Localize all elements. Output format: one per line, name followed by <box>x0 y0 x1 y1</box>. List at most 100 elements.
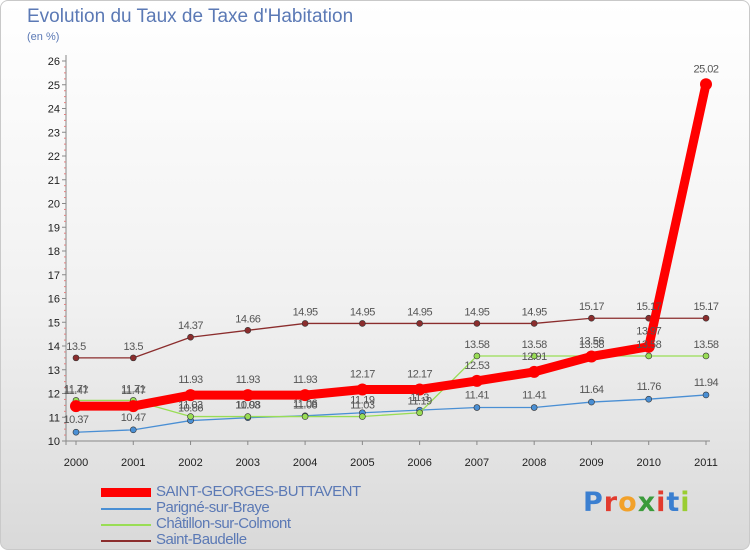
data-point <box>645 352 653 360</box>
data-point <box>530 320 538 327</box>
logo-letter: o <box>618 487 638 518</box>
legend-swatch <box>101 488 151 497</box>
y-tick-label: 11 <box>49 412 60 424</box>
data-point <box>585 350 598 363</box>
chart-title: Evolution du Taux de Taxe d'Habitation <box>27 6 354 27</box>
data-point <box>416 409 423 417</box>
data-label: 14.95 <box>464 306 489 318</box>
x-tick-label: 2006 <box>407 457 431 469</box>
data-label: 14.95 <box>407 306 432 318</box>
x-tick-label: 2010 <box>636 457 660 469</box>
legend-swatch <box>101 540 151 542</box>
legend-label: Saint-Baudelle <box>156 531 247 548</box>
data-label: 11.03 <box>178 400 203 412</box>
data-point <box>244 327 252 334</box>
data-point <box>187 333 194 341</box>
data-label: 11.71 <box>64 383 89 395</box>
line-chart: 10 11 12 13 14 15 16 17 18 19 20 21 22 23 24 25 26 2000 20… <box>48 55 719 469</box>
x-tick-label: 2001 <box>121 457 145 469</box>
data-label: 11.41 <box>522 390 547 402</box>
y-tick-label: 14 <box>48 341 60 353</box>
data-point <box>359 320 366 327</box>
legend-label: Châtillon-sur-Colmont <box>156 515 291 532</box>
data-label: 12.17 <box>407 368 432 380</box>
data-label: 11.47 <box>121 385 146 397</box>
data-label: 13.97 <box>636 326 661 338</box>
data-point <box>530 404 538 411</box>
data-point <box>528 365 541 378</box>
data-point <box>187 413 194 420</box>
data-point <box>473 352 481 360</box>
data-point <box>588 314 595 322</box>
data-point <box>470 374 483 387</box>
y-tick-label: 17 <box>48 270 60 282</box>
series-line-3 <box>76 317 706 359</box>
data-label: 11.64 <box>579 384 604 396</box>
y-tick-label: 23 <box>48 127 60 139</box>
data-point <box>359 413 366 420</box>
data-label: 11.93 <box>236 374 261 386</box>
x-tick-label: 2009 <box>579 457 603 469</box>
data-label: 13.58 <box>579 339 604 351</box>
data-point <box>129 354 137 362</box>
data-point <box>588 398 595 406</box>
y-tick-label: 20 <box>48 199 60 211</box>
data-label: 10.37 <box>63 414 88 426</box>
data-point <box>241 389 254 402</box>
y-tick-label: 21 <box>48 175 60 187</box>
data-label: 11.03 <box>350 400 375 412</box>
legend-swatch <box>101 524 151 526</box>
series-line-1 <box>75 394 707 433</box>
data-label: 11.93 <box>178 374 203 386</box>
data-point <box>244 413 252 420</box>
data-label: 11.47 <box>64 385 89 397</box>
data-label: 15.17 <box>579 301 604 313</box>
unit-label: (en %) <box>27 31 60 43</box>
data-label: 12.53 <box>464 360 489 372</box>
data-label: 13.5 <box>124 341 144 353</box>
data-label: 13.58 <box>464 339 489 351</box>
data-label: 14.66 <box>235 313 260 325</box>
x-tick-label: 2011 <box>694 457 718 469</box>
y-tick-label: 12 <box>48 389 60 401</box>
legend-label: Parigné-sur-Braye <box>156 499 270 516</box>
data-point <box>301 413 309 420</box>
data-label: 11.03 <box>236 400 261 412</box>
series-lines <box>70 78 712 436</box>
data-label: 13.58 <box>522 339 547 351</box>
data-point <box>72 428 80 436</box>
data-label: 14.95 <box>522 306 547 318</box>
data-label: 13.56 <box>579 335 604 347</box>
x-tick-label: 2000 <box>64 457 88 469</box>
data-label: 14.95 <box>293 306 318 318</box>
x-tick-label: 2004 <box>293 457 317 469</box>
y-tick-label: 25 <box>48 80 60 92</box>
logo-letter: t <box>666 487 681 518</box>
data-point <box>299 389 312 402</box>
data-point <box>702 314 710 322</box>
data-label: 13.5 <box>66 341 86 353</box>
data-label: 11.3 <box>410 392 429 404</box>
y-tick-label: 13 <box>48 365 60 377</box>
data-label: 11.19 <box>408 396 433 408</box>
data-point <box>700 78 712 91</box>
x-tick-label: 2002 <box>178 457 202 469</box>
logo-letter: i <box>680 487 691 518</box>
x-tick-label: 2003 <box>236 457 260 469</box>
data-point <box>473 320 481 327</box>
data-point <box>702 391 710 399</box>
logo-letter: x <box>637 487 657 518</box>
x-tick-label: 2008 <box>522 457 546 469</box>
y-tick-label: 26 <box>48 56 60 68</box>
series-line-0 <box>76 83 711 411</box>
data-label: 15.17 <box>693 301 718 313</box>
data-label: 15.17 <box>636 301 661 313</box>
data-point <box>72 354 80 362</box>
data-label: 14.95 <box>350 306 375 318</box>
data-label: 11.71 <box>121 383 146 395</box>
data-label: 14.37 <box>178 320 203 332</box>
data-point <box>127 400 140 413</box>
data-label: 13.58 <box>693 339 718 351</box>
data-label: 12.17 <box>350 368 375 380</box>
